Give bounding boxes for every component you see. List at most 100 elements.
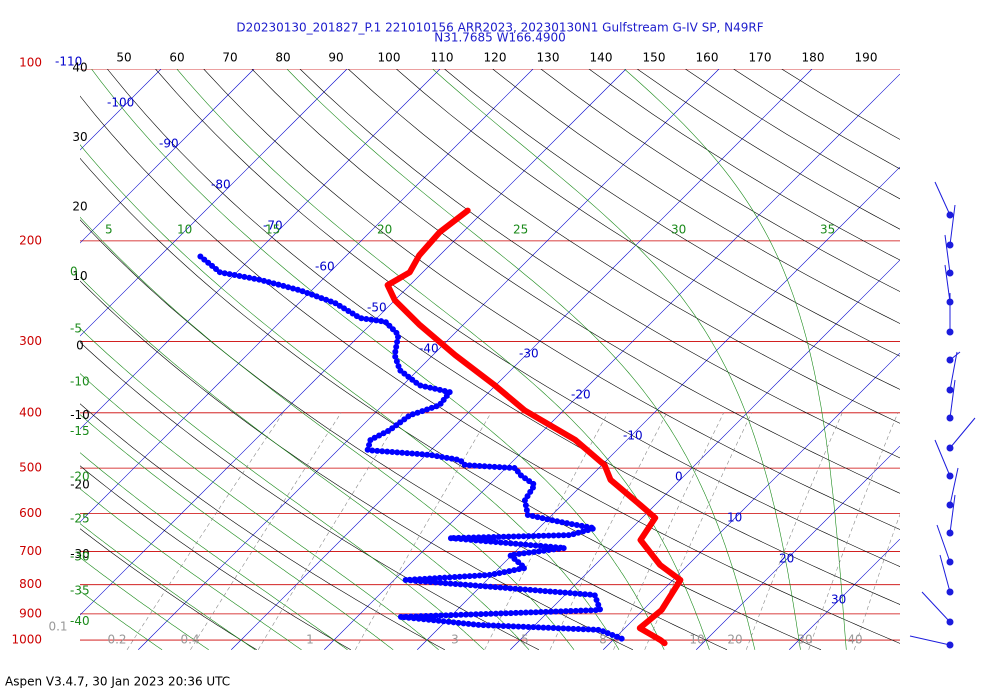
- moist-adiabat-label: -20: [70, 470, 90, 484]
- isobar-label: 700: [19, 544, 42, 558]
- isotherm-label: 30: [831, 593, 846, 607]
- dry-adiabat: [299, 69, 900, 459]
- mixing-ratio-label: 40: [847, 633, 862, 647]
- chart-title: D20230130_201827_P.1 221010156 ARR2023, …: [236, 21, 763, 35]
- dry-adiabat-label: 140: [590, 51, 613, 65]
- dry-adiabat: [395, 69, 900, 390]
- isotherm: [603, 352, 900, 650]
- traces: [197, 207, 684, 647]
- moist-adiabat-label: 0: [70, 265, 78, 279]
- sounding-trace: [384, 207, 684, 647]
- isotherm: [80, 69, 348, 337]
- dry-adiabat: [203, 69, 900, 530]
- labels: 1002003004005006007008009001000-110-100-…: [11, 51, 877, 647]
- mixing-ratio-label: 30: [797, 633, 812, 647]
- moist-adiabat-label: 25: [513, 223, 528, 237]
- moist-adiabat-label: -10: [70, 375, 90, 389]
- dry-adiabat-label: 60: [169, 51, 184, 65]
- isotherm-label: -40: [419, 342, 439, 356]
- dry-adiabat: [80, 465, 351, 650]
- isotherm: [510, 259, 900, 650]
- footer: Aspen V3.4.7, 30 Jan 2023 20:36 UTC: [5, 675, 230, 689]
- mixing-ratio-label: 0.1: [48, 620, 67, 634]
- dry-adiabat: [80, 157, 822, 650]
- moist-adiabat-label: -30: [70, 550, 90, 564]
- isobar-label: 600: [19, 506, 42, 520]
- dry-adiabat: [80, 403, 445, 650]
- isotherm-label: -100: [107, 96, 134, 110]
- isobar-label: 800: [19, 577, 42, 591]
- dry-adiabat-label: 160: [696, 51, 719, 65]
- isobar-label: 100: [19, 56, 42, 70]
- isotherm: [80, 69, 255, 244]
- moist-adiabat-label: -5: [70, 322, 82, 336]
- isotherm-label: -80: [211, 178, 231, 192]
- isotherm: [231, 69, 813, 650]
- dry-adiabat: [80, 341, 540, 650]
- mixing-ratio-line: [190, 412, 342, 650]
- mixing-ratio-label: 3: [451, 633, 459, 647]
- dry-adiabat: [492, 69, 900, 324]
- dry-adiabat-label: 10: [72, 269, 87, 283]
- dry-adiabat-label: -20: [70, 478, 90, 492]
- mixing-ratio-line: [549, 412, 668, 650]
- moist-adiabat: [176, 69, 710, 650]
- dry-adiabat-label: 20: [72, 200, 87, 214]
- moist-adiabat: [80, 327, 485, 650]
- dry-adiabat-label: 100: [378, 51, 401, 65]
- isotherm-label: 0: [675, 470, 683, 484]
- moist-adiabat: [91, 69, 665, 650]
- moist-adiabat: [80, 276, 530, 650]
- moist-adiabat-label: 30: [671, 223, 686, 237]
- dry-adiabat: [80, 528, 257, 650]
- dry-adiabat-label: 130: [537, 51, 560, 65]
- dry-adiabat-label: 0: [76, 339, 84, 353]
- moist-adiabat-label: 5: [105, 223, 113, 237]
- mixing-ratio-label: 8: [599, 633, 607, 647]
- moist-adiabat-label: -40: [70, 614, 90, 628]
- isotherm-label: -50: [367, 301, 387, 315]
- mixing-ratio-label: 0.2: [107, 633, 126, 647]
- isotherm-label: -10: [623, 429, 643, 443]
- isotherm: [789, 538, 900, 650]
- isotherm: [80, 69, 534, 523]
- isotherm: [80, 69, 627, 616]
- dry-adiabat-label: 40: [72, 61, 87, 75]
- moist-adiabat-label: 10: [177, 223, 192, 237]
- isobar-label: 200: [19, 233, 42, 247]
- mixing-ratio-line: [126, 412, 284, 650]
- wind-barbs: [909, 181, 976, 649]
- moist-adiabat-label: -35: [70, 584, 90, 598]
- dry-adiabat-label: -10: [70, 408, 90, 422]
- dry-adiabat-label: 170: [749, 51, 772, 65]
- isobar-label: 1000: [11, 633, 42, 647]
- isotherm-label: 20: [779, 552, 794, 566]
- moist-adiabat: [80, 452, 348, 650]
- dry-adiabat: [80, 219, 728, 650]
- dry-adiabat: [251, 69, 900, 494]
- mixing-ratio-line: [854, 513, 900, 650]
- background-lines: [0, 69, 900, 650]
- moist-adiabat-label: 20: [377, 223, 392, 237]
- dry-adiabat-label: 150: [643, 51, 666, 65]
- mixing-ratio-label: 5: [521, 633, 529, 647]
- isotherm: [138, 69, 720, 650]
- isotherm-label: -70: [263, 219, 283, 233]
- dry-adiabat-label: 80: [275, 51, 290, 65]
- mixing-ratio-line: [808, 412, 899, 650]
- isotherm: [0, 69, 68, 650]
- moist-adiabat: [432, 69, 801, 650]
- isotherm-label: -20: [571, 388, 591, 402]
- dry-adiabat: [347, 69, 900, 424]
- dry-adiabat-label: 110: [431, 51, 454, 65]
- moist-adiabat: [80, 373, 439, 650]
- moist-adiabat-label: -15: [70, 424, 90, 438]
- isotherm: [324, 73, 900, 650]
- dry-adiabat: [636, 69, 900, 230]
- mixing-ratio-line: [644, 412, 752, 650]
- dry-adiabat-label: 30: [72, 130, 87, 144]
- mixing-ratio-label: 0.4: [180, 633, 199, 647]
- dry-adiabat-label: 70: [222, 51, 237, 65]
- dry-adiabat: [444, 69, 900, 357]
- moist-adiabat: [80, 414, 394, 650]
